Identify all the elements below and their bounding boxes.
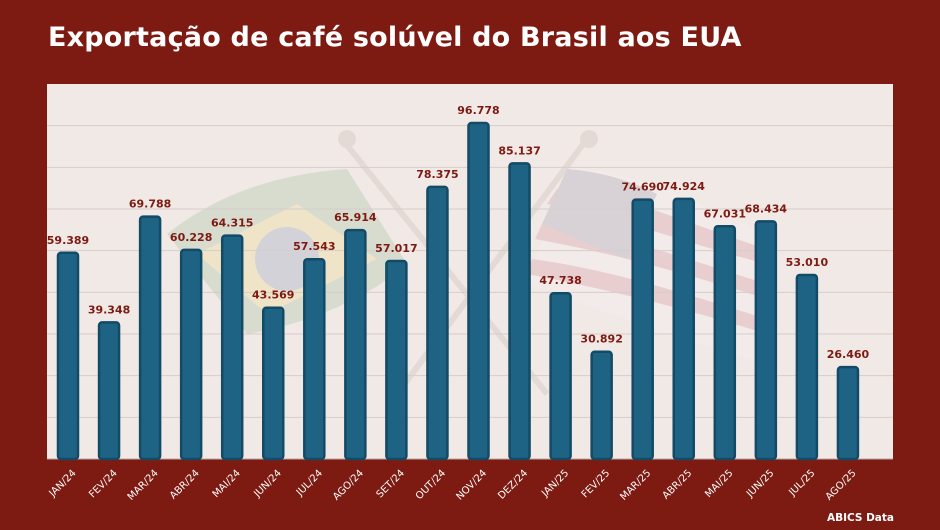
x-tick-label: JAN/24 — [47, 468, 79, 500]
data-label: 26.460 — [827, 348, 870, 361]
data-label: 30.892 — [580, 333, 622, 346]
bar-out-24 — [426, 185, 449, 461]
x-tick-label: JUL/25 — [786, 468, 817, 499]
bar-jun-24 — [262, 306, 285, 461]
x-tick-label: JUN/24 — [251, 468, 283, 500]
data-label: 43.569 — [252, 289, 294, 302]
x-tick-label: MAI/24 — [211, 468, 243, 500]
x-tick-label: FEV/25 — [580, 468, 613, 501]
bar-fev-25 — [590, 350, 613, 461]
x-tick-label: MAR/25 — [618, 468, 653, 503]
data-label: 57.017 — [375, 242, 417, 255]
data-label: 53.010 — [786, 256, 829, 269]
data-label: 57.543 — [293, 240, 335, 253]
data-label: 69.788 — [129, 198, 171, 211]
bar-nov-24 — [467, 121, 490, 461]
data-label: 96.778 — [457, 104, 499, 117]
x-tick-label: OUT/24 — [414, 468, 448, 502]
bar-ago-24 — [344, 228, 367, 461]
bar-jan-25 — [549, 291, 572, 461]
bar-dez-24 — [508, 162, 531, 461]
x-tick-label: SET/24 — [375, 468, 407, 500]
bar-mai-25 — [713, 225, 737, 461]
x-tick-label: MAR/24 — [126, 468, 161, 503]
bar-jun-25 — [754, 220, 778, 461]
data-label: 68.434 — [745, 202, 788, 215]
bar-fev-24 — [97, 321, 121, 461]
bar-mar-25 — [631, 198, 654, 461]
data-label: 85.137 — [498, 144, 540, 157]
x-tick-label: MAI/25 — [703, 468, 735, 500]
bar-jul-25 — [795, 273, 819, 461]
x-tick-label: JUN/25 — [744, 468, 776, 500]
x-tick-label: JAN/25 — [539, 468, 571, 500]
data-label: 78.375 — [416, 168, 458, 181]
data-label: 74.690 — [621, 181, 664, 194]
source-credit: ABICS Data — [826, 512, 894, 524]
x-tick-label: ABR/24 — [168, 468, 202, 502]
bar-ago-25 — [836, 365, 860, 461]
data-label: 47.738 — [539, 274, 581, 287]
data-label: 74.924 — [663, 180, 706, 193]
data-label: 59.389 — [47, 234, 89, 247]
data-label: 67.031 — [704, 207, 746, 220]
bar-jul-24 — [303, 257, 326, 461]
chart-title: Exportação de café solúvel do Brasil aos… — [48, 22, 742, 53]
x-tick-label: ABR/25 — [661, 468, 695, 502]
x-tick-label: FEV/24 — [87, 468, 120, 501]
data-label: 60.228 — [170, 231, 212, 244]
x-tick-label: AGO/25 — [824, 468, 859, 503]
data-label: 39.348 — [88, 303, 130, 316]
x-tick-label: JUL/24 — [294, 468, 325, 499]
bar-abr-25 — [672, 197, 695, 461]
bar-abr-24 — [179, 248, 203, 461]
data-label: 64.315 — [211, 217, 253, 230]
x-tick-label: NOV/24 — [454, 468, 489, 503]
bar-mar-24 — [138, 215, 162, 461]
bar-jan-24 — [56, 251, 80, 461]
data-label: 65.914 — [334, 211, 377, 224]
x-tick-label: DEZ/24 — [496, 468, 530, 502]
bar-set-24 — [385, 259, 408, 461]
x-tick-label: AGO/24 — [331, 468, 366, 503]
bar-mai-24 — [220, 234, 244, 461]
